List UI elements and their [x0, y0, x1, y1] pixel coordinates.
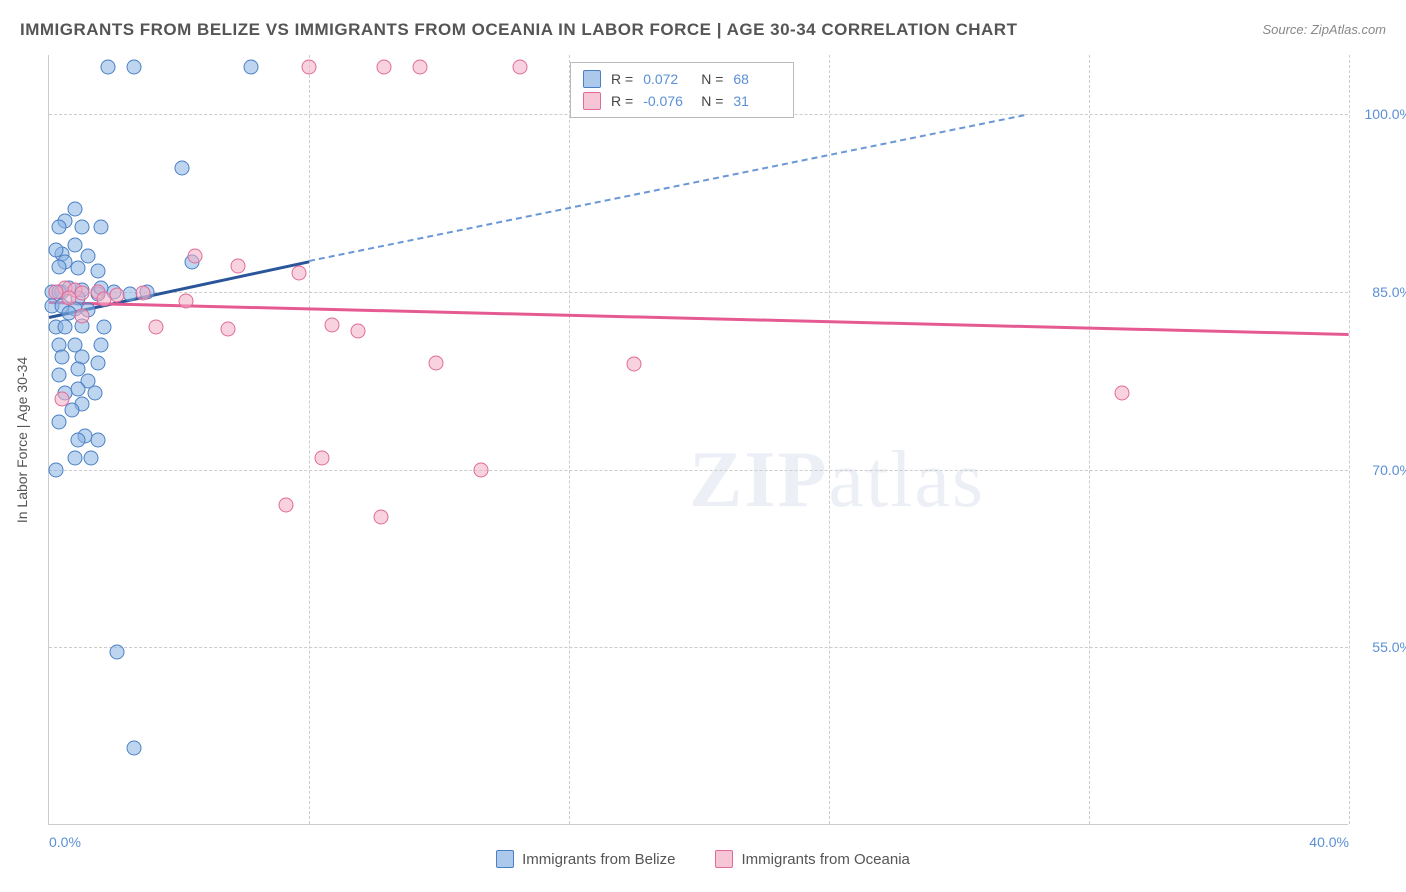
legend-stats-box: R = 0.072 N = 68 R = -0.076 N = 31 — [570, 62, 794, 118]
data-point — [90, 263, 105, 278]
chart-title: IMMIGRANTS FROM BELIZE VS IMMIGRANTS FRO… — [20, 20, 1017, 40]
hgrid-line — [49, 647, 1348, 648]
data-point — [51, 219, 66, 234]
data-point — [51, 260, 66, 275]
vgrid-line — [569, 55, 570, 824]
x-tick-label: 0.0% — [49, 834, 81, 850]
n-label: N = — [701, 90, 723, 112]
data-point — [97, 292, 112, 307]
data-point — [58, 320, 73, 335]
data-point — [71, 261, 86, 276]
legend-item-oceania: Immigrants from Oceania — [715, 850, 909, 868]
r-label: R = — [611, 90, 633, 112]
trend-line — [309, 114, 1024, 262]
data-point — [302, 59, 317, 74]
n-value-oceania: 31 — [733, 90, 781, 112]
data-point — [412, 59, 427, 74]
data-point — [126, 59, 141, 74]
data-point — [55, 350, 70, 365]
data-point — [90, 356, 105, 371]
data-point — [51, 367, 66, 382]
y-tick-label: 85.0% — [1352, 284, 1406, 300]
data-point — [376, 59, 391, 74]
data-point — [61, 290, 76, 305]
data-point — [126, 741, 141, 756]
legend-swatch-oceania — [583, 92, 601, 110]
data-point — [149, 320, 164, 335]
data-point — [71, 433, 86, 448]
r-label: R = — [611, 68, 633, 90]
data-point — [84, 450, 99, 465]
data-point — [178, 294, 193, 309]
data-point — [97, 320, 112, 335]
legend-swatch-belize — [583, 70, 601, 88]
data-point — [350, 324, 365, 339]
trend-line — [49, 301, 1349, 336]
legend-label-belize: Immigrants from Belize — [522, 851, 675, 868]
data-point — [243, 59, 258, 74]
hgrid-line — [49, 470, 1348, 471]
vgrid-line — [1349, 55, 1350, 824]
x-tick-label: 40.0% — [1309, 834, 1349, 850]
chart-container: IMMIGRANTS FROM BELIZE VS IMMIGRANTS FRO… — [0, 0, 1406, 892]
data-point — [220, 321, 235, 336]
data-point — [513, 59, 528, 74]
y-tick-label: 70.0% — [1352, 462, 1406, 478]
data-point — [1114, 385, 1129, 400]
r-value-belize: 0.072 — [643, 68, 691, 90]
data-point — [373, 510, 388, 525]
data-point — [324, 318, 339, 333]
data-point — [51, 415, 66, 430]
chart-source: Source: ZipAtlas.com — [1262, 22, 1386, 37]
y-tick-label: 55.0% — [1352, 639, 1406, 655]
data-point — [71, 382, 86, 397]
plot-area: ZIPatlas 55.0%70.0%85.0%100.0%0.0%40.0% — [48, 55, 1348, 825]
data-point — [74, 219, 89, 234]
legend-stats-row: R = -0.076 N = 31 — [583, 90, 781, 112]
data-point — [68, 237, 83, 252]
data-point — [74, 308, 89, 323]
legend-swatch-oceania — [715, 850, 733, 868]
y-axis-title: In Labor Force | Age 30-34 — [14, 357, 30, 523]
data-point — [315, 450, 330, 465]
data-point — [188, 249, 203, 264]
data-point — [136, 286, 151, 301]
vgrid-line — [1089, 55, 1090, 824]
data-point — [90, 433, 105, 448]
legend-swatch-belize — [496, 850, 514, 868]
data-point — [68, 450, 83, 465]
data-point — [292, 265, 307, 280]
vgrid-line — [829, 55, 830, 824]
legend-stats-row: R = 0.072 N = 68 — [583, 68, 781, 90]
data-point — [74, 286, 89, 301]
data-point — [100, 59, 115, 74]
data-point — [110, 645, 125, 660]
data-point — [279, 498, 294, 513]
data-point — [94, 219, 109, 234]
legend-label-oceania: Immigrants from Oceania — [741, 851, 909, 868]
data-point — [48, 462, 63, 477]
y-tick-label: 100.0% — [1352, 106, 1406, 122]
data-point — [94, 338, 109, 353]
n-label: N = — [701, 68, 723, 90]
vgrid-line — [309, 55, 310, 824]
data-point — [428, 356, 443, 371]
legend-bottom: Immigrants from Belize Immigrants from O… — [0, 850, 1406, 868]
data-point — [68, 202, 83, 217]
data-point — [175, 160, 190, 175]
data-point — [474, 462, 489, 477]
legend-item-belize: Immigrants from Belize — [496, 850, 675, 868]
data-point — [55, 391, 70, 406]
data-point — [627, 357, 642, 372]
data-point — [87, 385, 102, 400]
watermark: ZIPatlas — [689, 435, 985, 526]
data-point — [230, 258, 245, 273]
r-value-oceania: -0.076 — [643, 90, 691, 112]
data-point — [110, 288, 125, 303]
hgrid-line — [49, 292, 1348, 293]
data-point — [64, 403, 79, 418]
n-value-belize: 68 — [733, 68, 781, 90]
